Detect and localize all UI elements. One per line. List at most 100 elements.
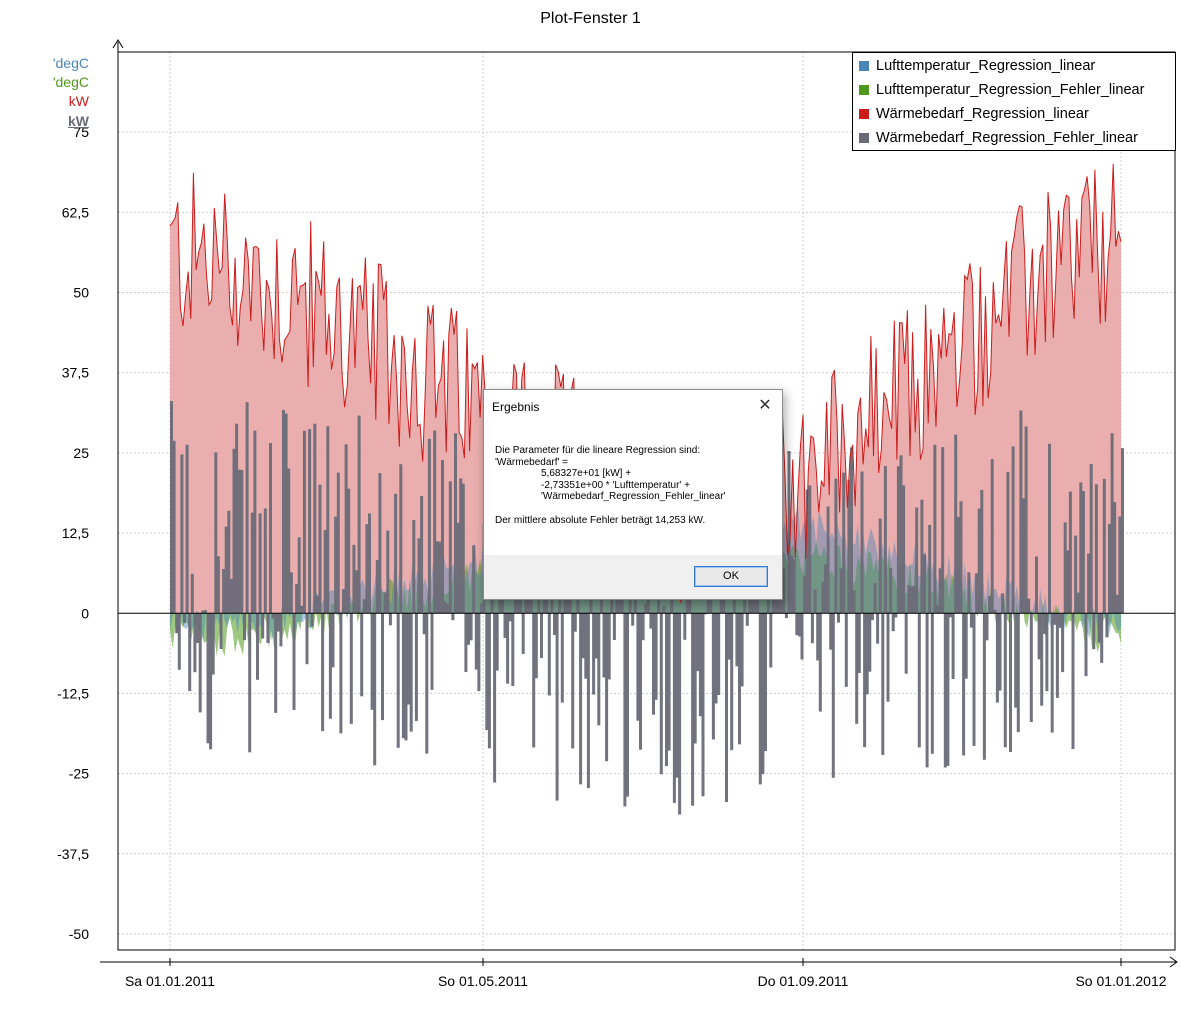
close-icon[interactable]: ✕ [758,397,772,414]
error-bar [198,613,202,713]
error-bar [941,447,945,614]
error-bar [764,613,767,751]
error-bar [1071,613,1075,749]
error-bar [216,556,220,614]
error-bar [951,613,955,679]
error-bar [730,613,734,751]
error-bar [993,609,997,614]
error-bar [511,613,515,686]
error-bar [1029,613,1033,723]
error-bar [852,590,856,614]
error-bar [868,613,872,672]
legend-item[interactable]: Wärmebedarf_Regression_Fehler_linear [859,128,1138,148]
y-tick-label: -12,5 [57,685,89,701]
error-bar [639,613,642,750]
error-bar [930,613,934,754]
error-bar [795,613,799,636]
legend-item[interactable]: Lufttemperatur_Regression_Fehler_linear [859,80,1144,100]
error-bar [232,448,236,614]
error-bar [923,554,926,614]
error-bar [430,613,434,690]
error-bar [185,444,189,614]
error-bar [360,613,364,697]
error-bar [461,483,465,614]
error-bar [206,613,210,744]
x-axis-arrow-icon [1169,956,1178,968]
error-bar [243,613,246,641]
dialog-line: -2,73351e+00 * 'Lufttemperatur' + [541,479,690,491]
error-bar [172,440,176,614]
error-bar [813,589,817,614]
error-bar [1016,613,1020,733]
error-bar [808,485,812,614]
error-bar [300,605,304,614]
page-title: Plot-Fenster 1 [540,10,641,27]
error-bar [321,613,325,732]
error-bar [1035,556,1038,614]
error-bar [711,613,715,740]
error-bar [594,613,598,659]
error-bar [305,613,309,665]
error-bar [258,513,262,614]
error-bar [758,613,762,785]
error-bar [1100,613,1104,663]
error-bar [1076,592,1080,614]
error-bar [623,613,627,807]
error-bar [579,613,583,785]
error-bar [1053,613,1057,625]
error-bar [474,613,478,670]
error-bar [414,613,418,721]
heat-demand-area [170,163,1121,614]
error-bar [1121,448,1124,614]
error-bar [513,597,517,614]
error-bar [253,430,257,614]
error-bar [203,610,207,614]
error-bar [1084,613,1088,677]
error-bar [248,613,252,753]
dialog-message: Die Parameter für die lineare Regression… [495,445,775,526]
error-bar [831,613,835,778]
error-bar [1113,502,1117,614]
error-bar [1068,491,1072,614]
error-bar [1037,613,1041,660]
error-bar [553,613,556,635]
error-bar [368,513,371,614]
unit-label-heat-demand-error[interactable]: kW [68,113,89,129]
error-bar [654,613,658,700]
error-bar [917,613,921,748]
error-bar [1074,535,1078,614]
error-bar [342,589,345,614]
error-bar [592,613,596,695]
legend-label: Wärmebedarf_Regression_Fehler_linear [876,130,1138,146]
legend-label: Lufttemperatur_Regression_Fehler_linear [876,82,1145,98]
ok-button[interactable]: OK [694,566,768,587]
error-bar [826,506,830,614]
error-bar [193,613,197,673]
error-bar [443,601,447,614]
error-bar [188,613,192,691]
error-bar [949,613,952,618]
legend-label: Wärmebedarf_Regression_linear [876,106,1089,122]
error-bar [581,613,585,659]
error-bar [370,613,374,710]
legend-item[interactable]: Lufttemperatur_Regression_linear [859,56,1095,76]
dialog-line: 5,68327e+01 [kW] + [541,468,632,479]
error-bar [459,478,463,614]
error-bar [860,471,864,614]
error-bar [1009,613,1012,752]
dialog-titlebar[interactable]: Ergebnis ✕ [484,390,782,422]
error-bar [641,613,645,641]
error-bar [956,516,960,614]
error-bar [245,402,249,614]
legend-item[interactable]: Wärmebedarf_Regression_linear [859,104,1089,124]
legend-swatch [859,133,869,143]
error-bar [417,538,421,614]
error-bar [357,415,361,614]
error-bar [769,613,773,668]
error-bar [560,613,564,703]
error-bar [837,613,840,623]
error-bar [190,573,194,614]
dialog-spacer [495,503,775,515]
y-tick-label: 25 [73,445,89,461]
error-bar [870,613,874,621]
